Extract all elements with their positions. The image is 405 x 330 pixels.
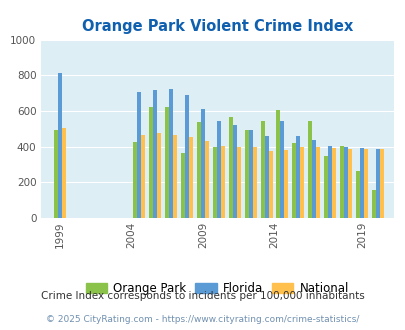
- Bar: [324, 156, 327, 218]
- Bar: [252, 147, 256, 218]
- Legend: Orange Park, Florida, National: Orange Park, Florida, National: [81, 277, 353, 300]
- Bar: [339, 146, 343, 218]
- Bar: [185, 95, 188, 218]
- Bar: [307, 121, 311, 218]
- Bar: [188, 137, 192, 218]
- Bar: [276, 110, 280, 218]
- Bar: [280, 121, 284, 218]
- Bar: [153, 90, 157, 218]
- Bar: [133, 142, 137, 218]
- Text: Crime Index corresponds to incidents per 100,000 inhabitants: Crime Index corresponds to incidents per…: [41, 291, 364, 301]
- Bar: [173, 135, 177, 218]
- Bar: [375, 149, 379, 218]
- Bar: [315, 147, 320, 218]
- Bar: [296, 136, 300, 218]
- Bar: [137, 92, 141, 218]
- Bar: [157, 133, 161, 218]
- Text: © 2025 CityRating.com - https://www.cityrating.com/crime-statistics/: © 2025 CityRating.com - https://www.city…: [46, 315, 359, 324]
- Bar: [53, 130, 58, 218]
- Bar: [343, 148, 347, 218]
- Bar: [216, 121, 220, 218]
- Bar: [359, 148, 363, 218]
- Bar: [236, 148, 240, 218]
- Title: Orange Park Violent Crime Index: Orange Park Violent Crime Index: [81, 19, 352, 34]
- Bar: [220, 146, 224, 218]
- Bar: [363, 149, 367, 218]
- Bar: [347, 149, 351, 218]
- Bar: [196, 121, 200, 218]
- Bar: [355, 172, 359, 218]
- Bar: [327, 146, 331, 218]
- Bar: [149, 107, 153, 218]
- Bar: [141, 135, 145, 218]
- Bar: [331, 148, 335, 218]
- Bar: [248, 130, 252, 218]
- Bar: [232, 125, 236, 218]
- Bar: [379, 149, 383, 218]
- Bar: [300, 148, 304, 218]
- Bar: [371, 190, 375, 218]
- Bar: [205, 141, 208, 218]
- Bar: [264, 136, 268, 218]
- Bar: [268, 151, 272, 218]
- Bar: [62, 128, 66, 218]
- Bar: [181, 153, 185, 218]
- Bar: [228, 117, 232, 218]
- Bar: [58, 74, 62, 218]
- Bar: [311, 140, 315, 218]
- Bar: [168, 89, 173, 218]
- Bar: [212, 147, 216, 218]
- Bar: [260, 121, 264, 218]
- Bar: [292, 143, 296, 218]
- Bar: [284, 150, 288, 218]
- Bar: [244, 130, 248, 218]
- Bar: [165, 107, 168, 218]
- Bar: [200, 109, 205, 218]
